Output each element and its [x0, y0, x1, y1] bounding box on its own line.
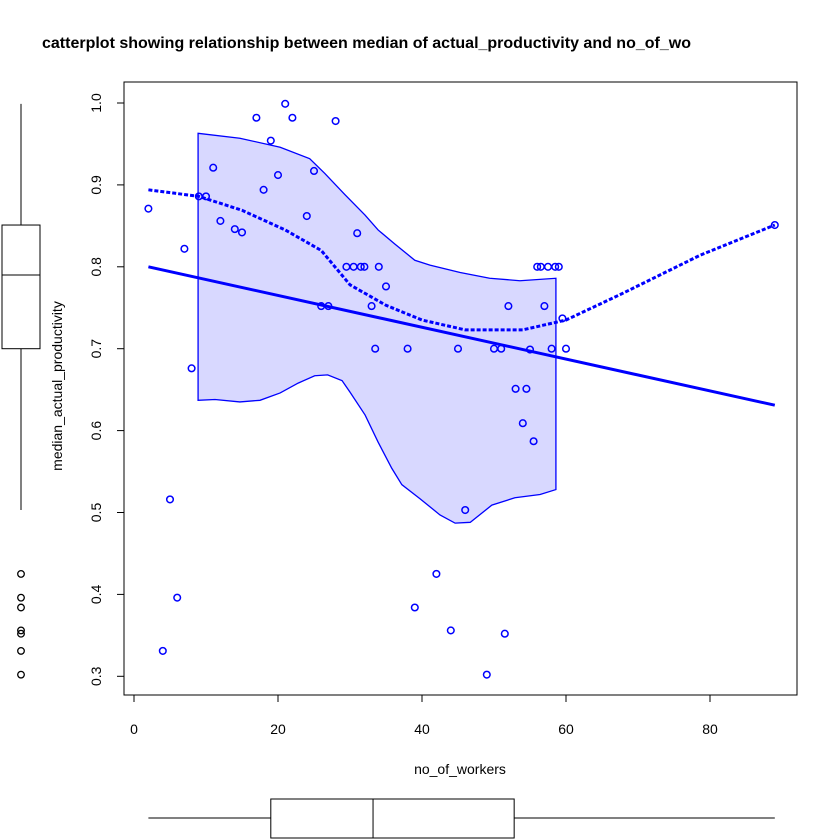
x-tick-label: 40: [414, 721, 430, 737]
data-point: [367, 302, 376, 311]
x-axis-label: no_of_workers: [414, 761, 506, 777]
data-point: [529, 437, 538, 446]
data-point: [281, 99, 290, 108]
y-boxplot-outlier: [17, 646, 25, 655]
data-point: [453, 344, 463, 353]
data-point: [558, 314, 567, 323]
fit-lines-group: [148, 188, 776, 407]
x-tick-label: 0: [130, 721, 138, 737]
data-point: [360, 262, 369, 271]
data-point: [201, 192, 211, 201]
data-point: [461, 505, 470, 515]
data-point: [230, 225, 239, 234]
data-point: [381, 282, 391, 291]
data-point: [356, 262, 365, 271]
y-boxplot-outlier: [17, 569, 25, 578]
data-point: [252, 113, 261, 122]
data-point: [543, 262, 553, 271]
data-point: [770, 220, 779, 230]
data-point: [216, 216, 225, 225]
y-boxplot-outlier: [17, 603, 25, 612]
y-tick-label: 0.8: [88, 257, 104, 277]
data-point: [547, 344, 556, 353]
data-point: [374, 262, 383, 271]
y-tick-label: 0.5: [88, 503, 104, 523]
data-point: [518, 419, 527, 428]
data-point: [446, 626, 455, 635]
data-point: [266, 136, 275, 145]
axes-group: 0 20 40 60 80 0.3 0.4 0.5 0.6 0.7 0.8 0.9 1.0: [88, 93, 718, 737]
data-point: [410, 603, 419, 612]
data-point: [144, 204, 153, 213]
data-point: [561, 344, 571, 353]
data-point: [371, 344, 380, 353]
x-tick-label: 60: [558, 721, 574, 737]
data-point: [432, 569, 441, 578]
data-point: [525, 345, 535, 354]
data-point: [165, 495, 175, 504]
y-boxplot-box: [1, 224, 41, 350]
data-point: [309, 166, 319, 176]
data-point: [237, 228, 247, 237]
y-tick-label: 0.3: [88, 666, 104, 686]
y-tick-label: 0.6: [88, 421, 104, 441]
data-point: [533, 262, 542, 271]
marginal-boxplots-group: [1, 103, 775, 839]
chart-title: catterplot showing relationship between …: [42, 35, 691, 52]
x-boxplot-box: [270, 798, 515, 839]
data-point: [403, 344, 412, 353]
confidence-band-group: [197, 132, 557, 524]
x-tick-label: 20: [270, 721, 286, 737]
regression-line: [148, 265, 776, 407]
data-point: [324, 302, 333, 311]
y-tick-label: 1.0: [88, 93, 104, 113]
data-point: [540, 302, 549, 311]
data-point: [273, 171, 283, 180]
data-point: [482, 670, 491, 679]
y-boxplot-outlier: [17, 629, 25, 638]
data-point: [158, 646, 167, 655]
data-point: [173, 593, 182, 602]
data-point: [554, 262, 563, 271]
y-boxplot-outlier: [17, 670, 25, 679]
smooth-line: [148, 188, 776, 332]
y-tick-label: 0.9: [88, 175, 104, 195]
data-point: [500, 629, 509, 638]
y-boxplot-outlier: [17, 593, 25, 602]
data-point: [331, 116, 340, 126]
data-point: [302, 211, 311, 221]
y-boxplot-outlier: [17, 626, 25, 635]
x-tick-label: 80: [702, 721, 718, 737]
data-point: [187, 364, 196, 373]
points-group: [144, 99, 779, 679]
data-point: [288, 113, 297, 122]
data-point: [180, 244, 189, 253]
data-point: [259, 185, 268, 194]
data-point: [497, 344, 506, 353]
y-axis-label: median_actual_productivity: [49, 301, 65, 471]
data-point: [551, 262, 560, 271]
data-point: [511, 384, 520, 393]
y-tick-label: 0.4: [88, 584, 104, 604]
data-point: [522, 384, 531, 393]
data-point: [353, 229, 362, 238]
confidence-band: [197, 132, 557, 524]
y-tick-label: 0.7: [88, 339, 104, 359]
data-point: [209, 163, 218, 172]
data-point: [504, 302, 513, 311]
